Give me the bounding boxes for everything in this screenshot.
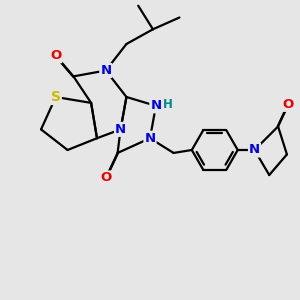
Text: N: N [150, 99, 161, 112]
Text: N: N [100, 64, 111, 77]
Text: O: O [50, 49, 61, 62]
Text: O: O [100, 172, 112, 184]
Text: S: S [51, 90, 61, 104]
Text: N: N [249, 143, 260, 157]
Text: N: N [115, 123, 126, 136]
Text: H: H [163, 98, 173, 111]
Text: O: O [283, 98, 294, 111]
Text: N: N [144, 132, 156, 145]
